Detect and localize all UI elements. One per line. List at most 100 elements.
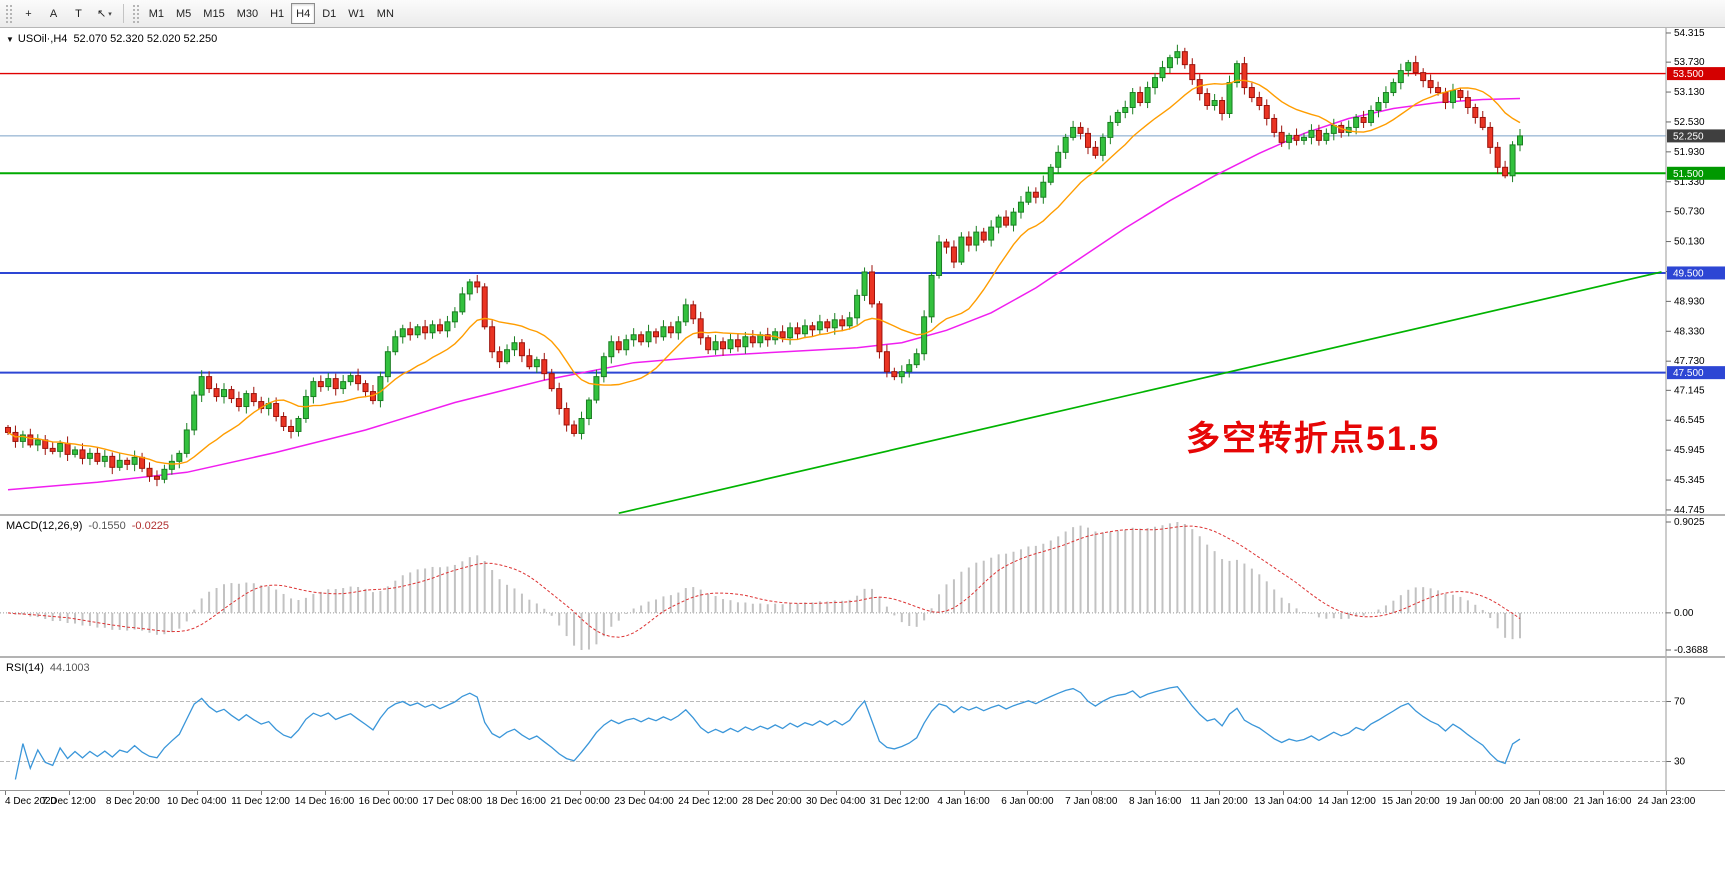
chart-marker-icon: ▼: [6, 35, 14, 44]
timeframe-m1-button[interactable]: M1: [144, 3, 169, 24]
text-label-button[interactable]: A: [42, 3, 65, 24]
text-tool-button[interactable]: T: [67, 3, 90, 24]
time-label: 19 Jan 00:00: [1445, 796, 1504, 807]
time-tick: [68, 791, 70, 795]
price-chart-canvas[interactable]: 54.315 53.730 53.130 52.530 51.930 51.330 50.7…: [0, 28, 1725, 514]
draw-arrow-icon: ↖: [97, 8, 107, 20]
crosshair-button[interactable]: +: [17, 3, 40, 24]
time-tick: [1027, 791, 1029, 795]
time-tick: [1283, 791, 1284, 795]
time-label: 7 Jan 08:00: [1065, 796, 1118, 807]
dropdown-caret-icon: ▾: [108, 10, 112, 18]
timeframe-mn-button[interactable]: MN: [372, 3, 399, 24]
time-tick: [1666, 791, 1668, 795]
time-tick: [771, 791, 773, 795]
time-label: 15 Jan 20:00: [1381, 796, 1440, 807]
time-label: 8 Dec 20:00: [105, 796, 160, 807]
ma-fast-line: [7, 79, 1521, 465]
time-tick: [324, 791, 326, 795]
time-tick: [516, 791, 518, 795]
rsi-panel: 70 30 RSI(14) 44.1003: [0, 658, 1725, 790]
time-tick: [388, 791, 390, 795]
symbol-label: USOil·,H4: [17, 33, 68, 45]
toolbar: + A T ↖ ▾ M1 M5 M15 M30 H1 H4 D1 W1 MN: [0, 0, 1725, 28]
svg-text:50.130: 50.130: [1674, 237, 1705, 248]
time-tick: [1602, 791, 1604, 795]
macd-main-value: -0.1550: [88, 520, 126, 532]
svg-text:45.945: 45.945: [1674, 445, 1705, 456]
timeframe-d1-button[interactable]: D1: [317, 3, 341, 24]
time-label: 13 Jan 04:00: [1254, 796, 1312, 807]
time-tick: [835, 791, 837, 795]
time-label: 14 Jan 12:00: [1317, 796, 1376, 807]
svg-text:53.500: 53.500: [1673, 69, 1704, 80]
svg-text:51.930: 51.930: [1674, 147, 1705, 158]
timeframe-m15-button[interactable]: M15: [198, 3, 229, 24]
letter-a-icon: A: [49, 7, 58, 20]
rsi-canvas[interactable]: 70 30: [0, 658, 1725, 790]
svg-text:53.130: 53.130: [1674, 87, 1705, 98]
timeframe-m30-button[interactable]: M30: [232, 3, 263, 24]
window-filler: [0, 810, 1725, 892]
time-label: 11 Jan 20:00: [1190, 796, 1248, 807]
svg-text:47.500: 47.500: [1673, 368, 1704, 379]
time-tick: [132, 791, 134, 795]
time-tick: [1091, 791, 1093, 795]
svg-text:0.00: 0.00: [1674, 608, 1694, 619]
time-tick: [1474, 791, 1476, 795]
timeframe-h1-button[interactable]: H1: [265, 3, 289, 24]
time-label: 4 Dec 2020: [5, 796, 57, 807]
tool-group: + A T ↖ ▾: [16, 3, 118, 24]
time-axis[interactable]: 4 Dec 2020 7 Dec 12:00 8 Dec 20:00 10 Dec 0…: [0, 790, 1725, 810]
time-label: 10 Dec 04:00: [166, 796, 227, 807]
timeframe-w1-button[interactable]: W1: [343, 3, 370, 24]
crosshair-icon: +: [25, 7, 32, 20]
time-label: 30 Dec 04:00: [805, 796, 866, 807]
svg-text:53.730: 53.730: [1674, 57, 1705, 68]
svg-text:54.315: 54.315: [1674, 28, 1705, 39]
time-tick: [644, 791, 645, 795]
timeframe-h4-button[interactable]: H4: [291, 3, 316, 24]
ma-slow-line: [7, 97, 1521, 491]
timeframe-m5-button[interactable]: M5: [171, 3, 196, 24]
time-label: 21 Dec 00:00: [550, 796, 610, 807]
toolbar-grip[interactable]: [6, 4, 12, 23]
svg-text:45.345: 45.345: [1674, 475, 1705, 486]
svg-text:49.500: 49.500: [1673, 268, 1704, 279]
ohlc-values: 52.070 52.320 52.020 52.250: [73, 33, 218, 45]
svg-text:51.500: 51.500: [1673, 169, 1704, 180]
time-tick: [1219, 791, 1221, 795]
time-tick: [5, 791, 6, 795]
time-label: 20 Jan 08:00: [1509, 796, 1568, 807]
time-tick: [196, 791, 198, 795]
time-label: 24 Dec 12:00: [678, 796, 738, 807]
svg-text:47.730: 47.730: [1674, 356, 1705, 367]
time-label: 4 Jan 16:00: [937, 796, 990, 807]
time-tick: [1155, 791, 1157, 795]
svg-text:0.9025: 0.9025: [1674, 517, 1705, 528]
objects-button[interactable]: ↖ ▾: [92, 3, 117, 24]
svg-text:50.730: 50.730: [1674, 207, 1705, 218]
panel-divider[interactable]: [0, 514, 1725, 516]
toolbar-separator: [122, 4, 124, 23]
macd-label: MACD(12,26,9) -0.1550 -0.0225: [6, 520, 169, 532]
time-tick: [1538, 791, 1540, 795]
svg-text:52.250: 52.250: [1673, 131, 1704, 142]
toolbar-grip-2[interactable]: [132, 4, 139, 23]
time-label: 11 Dec 12:00: [231, 796, 290, 807]
time-tick: [899, 791, 901, 795]
time-label: 23 Dec 04:00: [614, 796, 674, 807]
chart-text-annotation[interactable]: 多空转折点51.5: [1186, 420, 1441, 458]
svg-text:-0.3688: -0.3688: [1674, 645, 1708, 656]
svg-text:30: 30: [1674, 757, 1686, 768]
time-label: 28 Dec 20:00: [742, 796, 802, 807]
time-tick: [1410, 791, 1412, 795]
time-tick: [452, 791, 454, 795]
macd-canvas[interactable]: 0.9025 0.00 -0.3688: [0, 516, 1725, 656]
svg-text:70: 70: [1674, 697, 1686, 708]
main-chart-panel: 54.315 53.730 53.130 52.530 51.930 51.330 50.7…: [0, 28, 1725, 514]
svg-text:48.330: 48.330: [1674, 326, 1705, 337]
time-label: 16 Dec 00:00: [358, 796, 419, 807]
panel-divider-2[interactable]: [0, 656, 1725, 658]
rsi-value: 44.1003: [49, 662, 90, 674]
